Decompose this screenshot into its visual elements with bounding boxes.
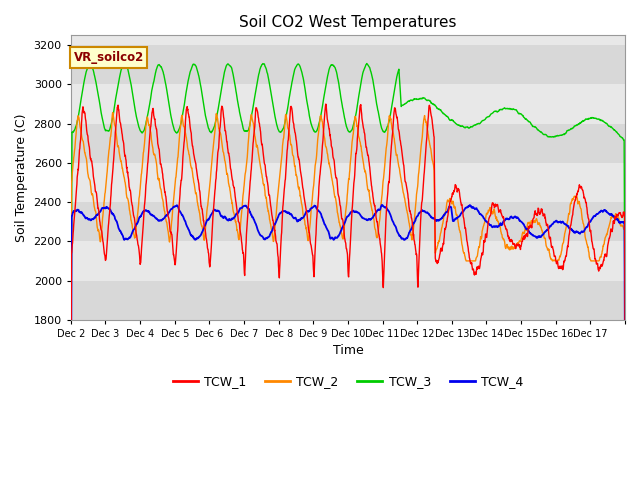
Title: Soil CO2 West Temperatures: Soil CO2 West Temperatures [239, 15, 457, 30]
Legend: TCW_1, TCW_2, TCW_3, TCW_4: TCW_1, TCW_2, TCW_3, TCW_4 [168, 370, 528, 393]
Bar [71, 241, 625, 280]
Bar [71, 124, 625, 163]
Bar [71, 163, 625, 202]
Bar [71, 202, 625, 241]
X-axis label: Time: Time [333, 344, 364, 357]
Y-axis label: Soil Temperature (C): Soil Temperature (C) [15, 113, 28, 242]
Bar [71, 45, 625, 84]
Bar [71, 280, 625, 320]
Text: VR_soilco2: VR_soilco2 [74, 51, 144, 64]
Bar [71, 84, 625, 124]
